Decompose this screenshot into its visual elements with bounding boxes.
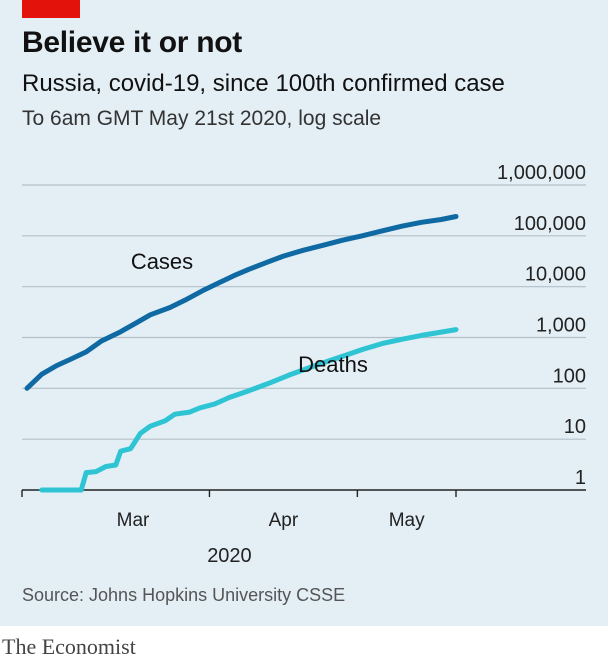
y-tick-label: 100	[553, 365, 586, 387]
y-tick-label: 100,000	[514, 213, 586, 235]
series-lines	[24, 214, 459, 493]
y-tick-label: 10	[564, 416, 586, 438]
chart-plot: 1 10 100 1,000 10,000 100,000 1,000,000 Mar Apr…	[21, 162, 586, 567]
brand-tag	[22, 0, 80, 18]
source-note: Source: Johns Hopkins University CSSE	[22, 585, 346, 605]
y-tick-label: 1	[575, 467, 586, 489]
chart-panel	[0, 0, 608, 626]
chart-title: Believe it or not	[22, 26, 242, 59]
x-tick-labels: Mar Apr May 2020	[117, 510, 425, 567]
publisher-credit: The Economist	[2, 634, 136, 659]
series-annotations: Cases Deaths	[131, 249, 368, 377]
x-tick-label: Apr	[269, 510, 299, 531]
x-year-label: 2020	[207, 545, 252, 567]
y-tick-label: 1,000	[536, 315, 586, 337]
y-tick-label: 1,000,000	[497, 162, 586, 184]
x-tick-label: May	[389, 510, 425, 531]
annotation-deaths: Deaths	[298, 352, 368, 377]
x-tick-label: Mar	[117, 510, 150, 531]
series-line-cases	[24, 214, 459, 391]
grid-lines	[22, 184, 586, 440]
y-tick-labels: 1 10 100 1,000 10,000 100,000 1,000,000	[497, 162, 586, 489]
series-line-deaths	[39, 327, 459, 493]
x-axis	[21, 489, 586, 497]
y-tick-label: 10,000	[525, 264, 586, 286]
chart-subtitle: Russia, covid-19, since 100th confirmed …	[22, 70, 505, 97]
chart-note: To 6am GMT May 21st 2020, log scale	[22, 107, 382, 130]
annotation-cases: Cases	[131, 249, 193, 274]
